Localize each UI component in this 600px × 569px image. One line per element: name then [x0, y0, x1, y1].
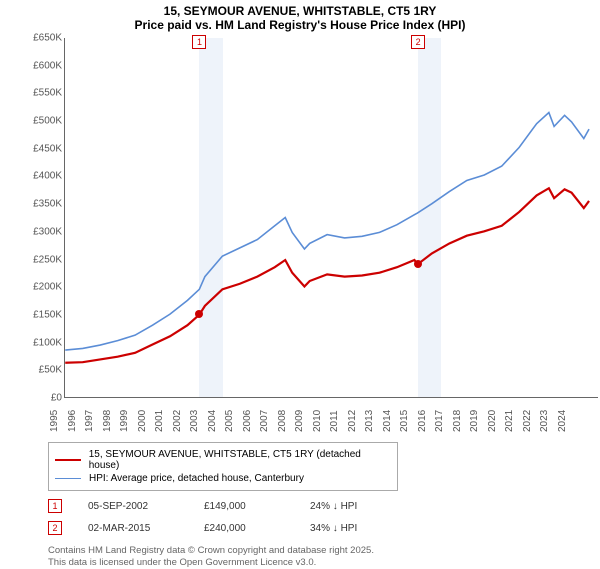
footer-line-2: This data is licensed under the Open Gov…	[48, 557, 600, 569]
sale-delta: 24% ↓ HPI	[310, 501, 357, 512]
x-tick-label: 2017	[434, 410, 445, 432]
legend-row: HPI: Average price, detached house, Cant…	[55, 473, 391, 484]
sale-point-2	[414, 260, 422, 268]
y-tick-label: £0	[28, 393, 62, 404]
x-tick-label: 2015	[399, 410, 410, 432]
y-tick-label: £50K	[28, 365, 62, 376]
sale-date: 02-MAR-2015	[88, 523, 178, 534]
legend-swatch	[55, 478, 81, 479]
y-tick-label: £200K	[28, 282, 62, 293]
x-tick-label: 2016	[417, 410, 428, 432]
y-tick-label: £550K	[28, 88, 62, 99]
sale-delta: 34% ↓ HPI	[310, 523, 357, 534]
title-block: 15, SEYMOUR AVENUE, WHITSTABLE, CT5 1RY …	[0, 4, 600, 32]
legend-label: 15, SEYMOUR AVENUE, WHITSTABLE, CT5 1RY …	[89, 449, 391, 471]
legend: 15, SEYMOUR AVENUE, WHITSTABLE, CT5 1RY …	[48, 442, 398, 491]
sale-point-1	[195, 310, 203, 318]
x-tick-label: 2012	[347, 410, 358, 432]
chart-area: £0 £50K £100K £150K £200K £250K £300K £350K £400…	[28, 38, 598, 418]
x-tick-label: 2001	[154, 410, 165, 432]
sale-marker-1: 1	[192, 35, 206, 49]
x-tick-label: 2004	[207, 410, 218, 432]
x-tick-label: 2007	[259, 410, 270, 432]
footer-attribution: Contains HM Land Registry data © Crown c…	[48, 545, 600, 569]
x-tick-label: 2020	[487, 410, 498, 432]
x-tick-label: 1998	[102, 410, 113, 432]
sale-price: £240,000	[204, 523, 284, 534]
line-series-svg	[65, 38, 598, 397]
series-property	[65, 188, 589, 363]
x-tick-label: 2022	[522, 410, 533, 432]
series-hpi	[65, 113, 589, 350]
x-tick-label: 2010	[312, 410, 323, 432]
x-tick-label: 2005	[224, 410, 235, 432]
y-tick-label: £250K	[28, 254, 62, 265]
x-tick-label: 2000	[137, 410, 148, 432]
x-tick-label: 2011	[329, 410, 340, 432]
y-tick-label: £650K	[28, 33, 62, 44]
x-tick-label: 2013	[364, 410, 375, 432]
y-tick-label: £450K	[28, 143, 62, 154]
plot-region: 12	[64, 38, 598, 398]
sale-price: £149,000	[204, 501, 284, 512]
chart-title: 15, SEYMOUR AVENUE, WHITSTABLE, CT5 1RY	[0, 4, 600, 18]
legend-label: HPI: Average price, detached house, Cant…	[89, 473, 304, 484]
x-tick-label: 2018	[452, 410, 463, 432]
sale-marker-2: 2	[411, 35, 425, 49]
sale-row: 2 02-MAR-2015 £240,000 34% ↓ HPI	[48, 521, 600, 535]
y-tick-label: £600K	[28, 60, 62, 71]
y-tick-label: £150K	[28, 309, 62, 320]
x-tick-label: 2019	[469, 410, 480, 432]
sale-row-marker: 1	[48, 499, 62, 513]
x-tick-label: 1999	[119, 410, 130, 432]
sales-table: 1 05-SEP-2002 £149,000 24% ↓ HPI 2 02-MAR-201…	[0, 499, 600, 535]
chart-subtitle: Price paid vs. HM Land Registry's House …	[0, 18, 600, 32]
x-tick-label: 2021	[504, 410, 515, 432]
legend-swatch	[55, 459, 81, 461]
x-tick-label: 2006	[242, 410, 253, 432]
y-tick-label: £300K	[28, 226, 62, 237]
sale-row-marker: 2	[48, 521, 62, 535]
x-tick-label: 1995	[49, 410, 60, 432]
footer-line-1: Contains HM Land Registry data © Crown c…	[48, 545, 600, 557]
legend-row: 15, SEYMOUR AVENUE, WHITSTABLE, CT5 1RY …	[55, 449, 391, 471]
sale-row: 1 05-SEP-2002 £149,000 24% ↓ HPI	[48, 499, 600, 513]
y-tick-label: £100K	[28, 337, 62, 348]
x-tick-label: 2024	[557, 410, 568, 432]
x-tick-label: 2008	[277, 410, 288, 432]
x-tick-label: 2003	[189, 410, 200, 432]
y-tick-label: £500K	[28, 116, 62, 127]
y-tick-label: £400K	[28, 171, 62, 182]
x-tick-label: 2014	[382, 410, 393, 432]
x-tick-label: 2023	[539, 410, 550, 432]
y-tick-label: £350K	[28, 199, 62, 210]
x-tick-label: 1996	[67, 410, 78, 432]
x-tick-label: 2009	[294, 410, 305, 432]
x-tick-label: 2002	[172, 410, 183, 432]
x-tick-label: 1997	[84, 410, 95, 432]
sale-date: 05-SEP-2002	[88, 501, 178, 512]
